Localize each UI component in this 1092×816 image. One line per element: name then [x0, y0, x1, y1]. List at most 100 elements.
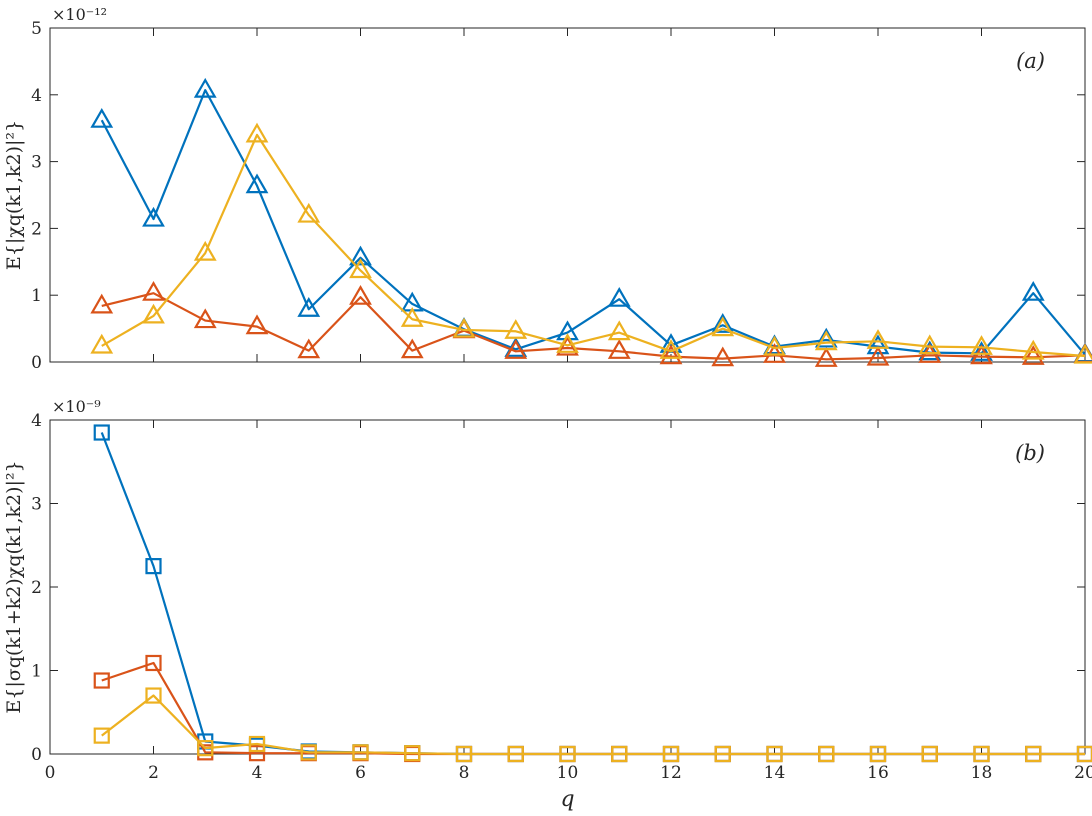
data-point — [193, 308, 217, 329]
data-point — [142, 206, 165, 227]
axes-box — [49, 419, 1086, 755]
data-point — [711, 346, 735, 367]
x-tick-label: 18 — [971, 763, 993, 783]
data-point — [193, 240, 217, 261]
x-tick-label: 8 — [459, 763, 470, 783]
x-tick-label: 20 — [1074, 763, 1092, 783]
data-point — [818, 745, 835, 763]
data-point — [142, 280, 165, 301]
data-point — [607, 320, 631, 341]
data-point — [1073, 343, 1092, 364]
data-point — [559, 745, 576, 763]
data-point — [90, 293, 114, 314]
data-point — [248, 735, 266, 753]
data-point — [763, 335, 786, 356]
data-point — [814, 347, 838, 367]
data-point — [452, 317, 476, 338]
data-point — [766, 745, 783, 763]
data-point — [866, 334, 890, 355]
data-point — [300, 744, 317, 761]
data-point — [400, 307, 424, 327]
data-point — [814, 330, 838, 351]
series-line — [101, 694, 1085, 756]
data-point — [918, 334, 942, 355]
x-tick-label: 16 — [867, 763, 889, 783]
series-3 — [90, 122, 1092, 364]
series-3 — [93, 687, 1092, 763]
data-point — [918, 340, 942, 361]
panel-a: 0 1 2 3 4 5 ×10⁻¹² (a) E{|χq(k1,k2)|²} — [3, 5, 1092, 373]
data-point — [90, 333, 114, 354]
data-point — [607, 339, 631, 359]
y-tick-label: 4 — [31, 411, 42, 431]
data-point — [814, 327, 838, 348]
data-point — [711, 316, 735, 337]
data-point — [921, 745, 938, 763]
series-line — [101, 133, 1086, 358]
data-point — [970, 341, 993, 361]
data-point — [970, 344, 993, 365]
y-tick-label: 0 — [31, 745, 42, 765]
data-point — [93, 424, 110, 441]
data-point — [659, 344, 683, 365]
y-axis-label: E{|χq(k1,k2)|²} — [3, 120, 25, 270]
data-point — [245, 173, 269, 194]
data-point — [349, 245, 372, 266]
data-point — [193, 77, 217, 98]
data-point — [197, 740, 214, 757]
data-point — [349, 258, 372, 279]
data-point — [1025, 745, 1042, 763]
data-point — [90, 107, 114, 128]
data-point — [611, 745, 628, 763]
y-tick-label: 4 — [31, 86, 42, 106]
data-point — [866, 329, 890, 349]
data-point — [400, 338, 424, 359]
y-axis-label: E{|σq(k1+k2)χq(k1,k2)|²} — [3, 460, 25, 713]
series-1 — [93, 424, 1092, 763]
y-tick-label: 3 — [31, 153, 42, 173]
x-tick-label: 14 — [764, 763, 786, 783]
x-tick-label: 4 — [252, 763, 263, 783]
data-point — [297, 202, 321, 223]
y-tick-label: 1 — [31, 662, 42, 682]
data-point — [507, 745, 524, 763]
data-point — [297, 297, 321, 317]
data-point — [973, 745, 990, 763]
x-tick-label: 6 — [355, 763, 366, 783]
data-point — [245, 122, 269, 143]
y-tick-label: 5 — [31, 19, 42, 39]
y-tick-label: 1 — [31, 286, 42, 306]
data-point — [145, 654, 162, 672]
data-point — [504, 319, 528, 339]
y-tick-label: 3 — [31, 495, 42, 515]
data-point — [659, 339, 683, 359]
x-axis-label: q — [560, 787, 574, 812]
data-point — [662, 745, 680, 763]
x-tick-label: 12 — [660, 763, 682, 783]
panel-label: (a) — [1016, 49, 1045, 73]
data-point — [869, 745, 887, 763]
data-point — [556, 335, 579, 356]
series-1 — [90, 77, 1092, 363]
y-tick-label: 2 — [31, 219, 42, 239]
data-point — [93, 672, 110, 689]
exponent-label: ×10⁻¹² — [52, 5, 107, 24]
x-tick-label: 10 — [557, 763, 579, 783]
data-point — [1021, 339, 1045, 360]
data-point — [866, 345, 890, 366]
data-point — [556, 333, 579, 353]
data-point — [1076, 745, 1092, 763]
series-line — [100, 432, 1085, 756]
series-line — [100, 89, 1086, 356]
y-tick-label: 0 — [31, 353, 42, 373]
data-point — [349, 284, 372, 305]
exponent-label: ×10⁻⁹ — [52, 397, 101, 416]
x-tick-label: 2 — [148, 763, 159, 783]
data-point — [607, 287, 631, 307]
data-point — [352, 744, 369, 761]
panel-label: (b) — [1015, 441, 1045, 465]
data-point — [142, 303, 165, 324]
data-point — [970, 335, 993, 355]
